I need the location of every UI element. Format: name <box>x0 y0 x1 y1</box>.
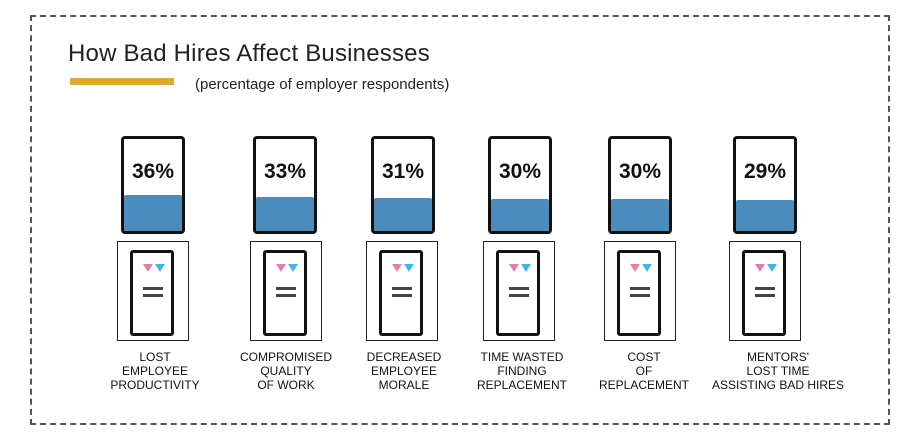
chart-title: How Bad Hires Affect Businesses <box>68 40 430 67</box>
water-cooler-icon <box>729 241 801 341</box>
category-label: COMPROMISED QUALITY OF WORK <box>216 350 356 392</box>
category-label-line: DECREASED <box>366 350 442 364</box>
water-cooler-icon <box>366 241 438 341</box>
category-label-line: COMPROMISED <box>239 350 332 364</box>
cooler-door <box>742 250 786 336</box>
bar-tank: 33% <box>253 136 317 234</box>
hot-tap-icon <box>755 264 765 272</box>
category-label-line: PRODUCTIVITY <box>110 378 200 392</box>
water-cooler-icon <box>117 241 189 341</box>
data-label: 36% <box>131 160 175 183</box>
chart-subtitle: (percentage of employer respondents) <box>195 76 450 93</box>
hot-tap-icon <box>143 264 153 272</box>
bar-tank: 29% <box>733 136 797 234</box>
title-underline <box>70 78 174 85</box>
cooler-slot <box>755 287 775 290</box>
cooler-slot <box>392 287 412 290</box>
bar-tank: 30% <box>488 136 552 234</box>
cold-tap-icon <box>404 264 414 272</box>
category-label-line: OF WORK <box>257 378 315 392</box>
cooler-slot <box>392 294 412 297</box>
category-label-line: QUALITY <box>260 364 312 378</box>
bar-tank: 31% <box>371 136 435 234</box>
cooler-slot <box>143 294 163 297</box>
cooler-door <box>263 250 307 336</box>
category-label: COST OF REPLACEMENT <box>574 350 714 392</box>
cold-tap-icon <box>288 264 298 272</box>
category-label-line: MENTORS' <box>746 350 810 364</box>
cold-tap-icon <box>155 264 165 272</box>
cooler-slot <box>509 287 529 290</box>
cooler-door <box>617 250 661 336</box>
category-label: DECREASED EMPLOYEE MORALE <box>334 350 474 392</box>
hot-tap-icon <box>509 264 519 272</box>
data-label: 30% <box>498 160 542 183</box>
cooler-slot <box>143 287 163 290</box>
bar-fill <box>611 199 669 231</box>
category-label-line: COST <box>627 350 661 364</box>
bar-fill <box>124 195 182 231</box>
cold-tap-icon <box>642 264 652 272</box>
category-label: LOST EMPLOYEE PRODUCTIVITY <box>85 350 225 392</box>
cooler-slot <box>755 294 775 297</box>
category-label-line: EMPLOYEE <box>121 364 189 378</box>
bar-tank: 30% <box>608 136 672 234</box>
cooler-door <box>496 250 540 336</box>
water-cooler-icon <box>604 241 676 341</box>
infographic-frame <box>30 15 890 425</box>
cooler-slot <box>276 287 296 290</box>
category-label-line: LOST TIME <box>746 364 810 378</box>
category-label-line: LOST <box>139 350 171 364</box>
water-cooler-icon <box>483 241 555 341</box>
bar-fill <box>736 199 794 231</box>
category-label-line: OF <box>635 364 653 378</box>
category-label: MENTORS' LOST TIME ASSISTING BAD HIRES <box>708 350 848 392</box>
cooler-door <box>379 250 423 336</box>
cold-tap-icon <box>521 264 531 272</box>
category-label-line: FINDING <box>497 364 547 378</box>
category-label-line: EMPLOYEE <box>370 364 438 378</box>
hot-tap-icon <box>630 264 640 272</box>
hot-tap-icon <box>392 264 402 272</box>
bar-fill <box>374 198 432 231</box>
category-label-line: ASSISTING BAD HIRES <box>711 378 845 392</box>
cooler-slot <box>276 294 296 297</box>
data-label: 33% <box>263 160 307 183</box>
data-label: 29% <box>743 160 787 183</box>
cold-tap-icon <box>767 264 777 272</box>
cooler-door <box>130 250 174 336</box>
bar-fill <box>491 199 549 231</box>
category-label: TIME WASTED FINDING REPLACEMENT <box>452 350 592 392</box>
water-cooler-icon <box>250 241 322 341</box>
cooler-slot <box>509 294 529 297</box>
data-label: 31% <box>381 160 425 183</box>
cooler-slot <box>630 294 650 297</box>
hot-tap-icon <box>276 264 286 272</box>
category-label-line: MORALE <box>378 378 430 392</box>
category-label-line: REPLACEMENT <box>598 378 690 392</box>
bar-fill <box>256 197 314 231</box>
bar-tank: 36% <box>121 136 185 234</box>
category-label-line: TIME WASTED <box>480 350 564 364</box>
cooler-slot <box>630 287 650 290</box>
category-label-line: REPLACEMENT <box>476 378 568 392</box>
data-label: 30% <box>618 160 662 183</box>
